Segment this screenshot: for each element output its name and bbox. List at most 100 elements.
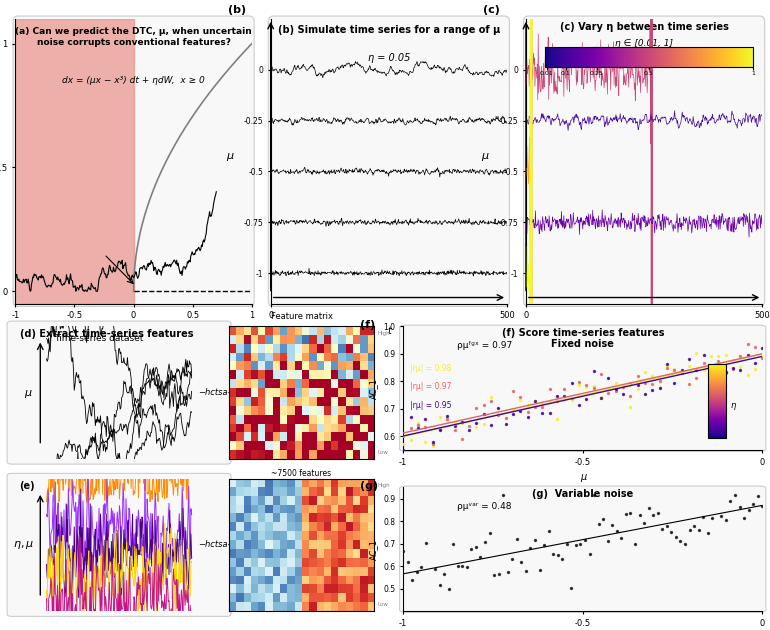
Point xyxy=(742,339,754,349)
Point xyxy=(588,381,600,391)
Point xyxy=(638,518,651,528)
Point xyxy=(665,527,678,537)
Point xyxy=(404,412,417,422)
Point xyxy=(412,420,424,430)
Point xyxy=(524,542,537,553)
Point xyxy=(592,518,604,529)
Point xyxy=(668,378,681,388)
Point xyxy=(738,513,750,523)
Point xyxy=(507,410,519,420)
Point xyxy=(561,539,573,549)
Point xyxy=(639,389,651,399)
Point xyxy=(617,381,629,391)
Text: |rμ| = 0.95: |rμ| = 0.95 xyxy=(410,401,452,410)
Point xyxy=(521,411,534,421)
Point xyxy=(692,525,705,535)
Text: ~7500 features: ~7500 features xyxy=(272,469,332,478)
Point xyxy=(424,612,437,622)
Point xyxy=(617,382,629,392)
Point xyxy=(536,402,548,412)
Point xyxy=(624,379,637,389)
Point xyxy=(631,371,644,381)
Point xyxy=(485,392,497,403)
Point xyxy=(712,356,725,366)
Point xyxy=(514,406,527,416)
Text: −hctsa→: −hctsa→ xyxy=(198,388,235,397)
Text: μ: μ xyxy=(25,387,32,398)
Point xyxy=(725,496,737,506)
Text: (a) Can we predict the DTC, μ, when uncertain
noise corrupts conventional featur: (a) Can we predict the DTC, μ, when unce… xyxy=(15,28,252,47)
X-axis label: t: t xyxy=(642,326,646,336)
Text: |rμ| = 0.98: |rμ| = 0.98 xyxy=(410,364,452,372)
Text: η ∈ [0.01, 1]: η ∈ [0.01, 1] xyxy=(615,39,673,48)
Point xyxy=(706,513,718,523)
Point xyxy=(698,358,710,369)
Point xyxy=(529,396,541,406)
Point xyxy=(477,408,490,418)
Point xyxy=(573,380,585,390)
Point xyxy=(547,549,559,559)
Point xyxy=(412,418,424,428)
Point xyxy=(558,384,571,394)
Point xyxy=(521,407,534,417)
Point xyxy=(656,524,668,534)
Point xyxy=(448,425,460,435)
Point xyxy=(690,348,702,358)
Point xyxy=(536,408,548,418)
Point xyxy=(747,499,759,509)
Point xyxy=(397,445,410,455)
Text: Feature matrix: Feature matrix xyxy=(270,312,333,321)
Text: η = 0.05: η = 0.05 xyxy=(367,53,410,63)
FancyBboxPatch shape xyxy=(13,16,254,306)
Point xyxy=(601,536,614,546)
Point xyxy=(631,380,644,390)
Point xyxy=(529,402,541,412)
Point xyxy=(397,546,410,556)
Point xyxy=(727,355,739,365)
Point xyxy=(434,425,446,435)
Point xyxy=(451,561,464,571)
Point xyxy=(688,521,700,531)
Point xyxy=(456,433,468,444)
Point xyxy=(579,535,591,545)
Point xyxy=(434,580,446,590)
Point xyxy=(698,365,710,375)
Point xyxy=(712,352,725,362)
Point xyxy=(646,371,658,381)
Text: Low: Low xyxy=(377,602,388,607)
Point xyxy=(742,505,755,515)
Point xyxy=(752,491,764,501)
Text: |rμ| = 0.97: |rμ| = 0.97 xyxy=(410,382,452,391)
Point xyxy=(642,503,654,513)
Point xyxy=(683,354,695,364)
Point xyxy=(683,362,695,372)
Point xyxy=(470,403,483,413)
Point xyxy=(624,403,637,413)
Point xyxy=(397,439,410,449)
Point xyxy=(748,341,761,352)
Text: High: High xyxy=(377,483,390,488)
Point xyxy=(419,414,431,424)
Point xyxy=(419,422,431,432)
Text: Low: Low xyxy=(377,450,388,455)
Point xyxy=(479,537,491,547)
Point xyxy=(573,377,585,387)
Point xyxy=(597,513,609,524)
Point xyxy=(715,511,728,521)
Point xyxy=(574,539,587,549)
Text: High: High xyxy=(377,331,390,336)
Point xyxy=(551,391,564,401)
Point xyxy=(629,539,641,549)
Point xyxy=(474,553,487,563)
Point xyxy=(756,353,768,363)
Point xyxy=(492,410,504,420)
Point xyxy=(497,490,510,500)
Point xyxy=(565,583,578,593)
Point xyxy=(595,392,608,403)
Point xyxy=(610,386,622,396)
Text: (f) Score time-series features
Fixed noise: (f) Score time-series features Fixed noi… xyxy=(501,328,664,349)
Point xyxy=(661,361,673,371)
Text: (g): (g) xyxy=(360,481,378,491)
Point xyxy=(733,501,745,512)
Point xyxy=(463,425,475,435)
